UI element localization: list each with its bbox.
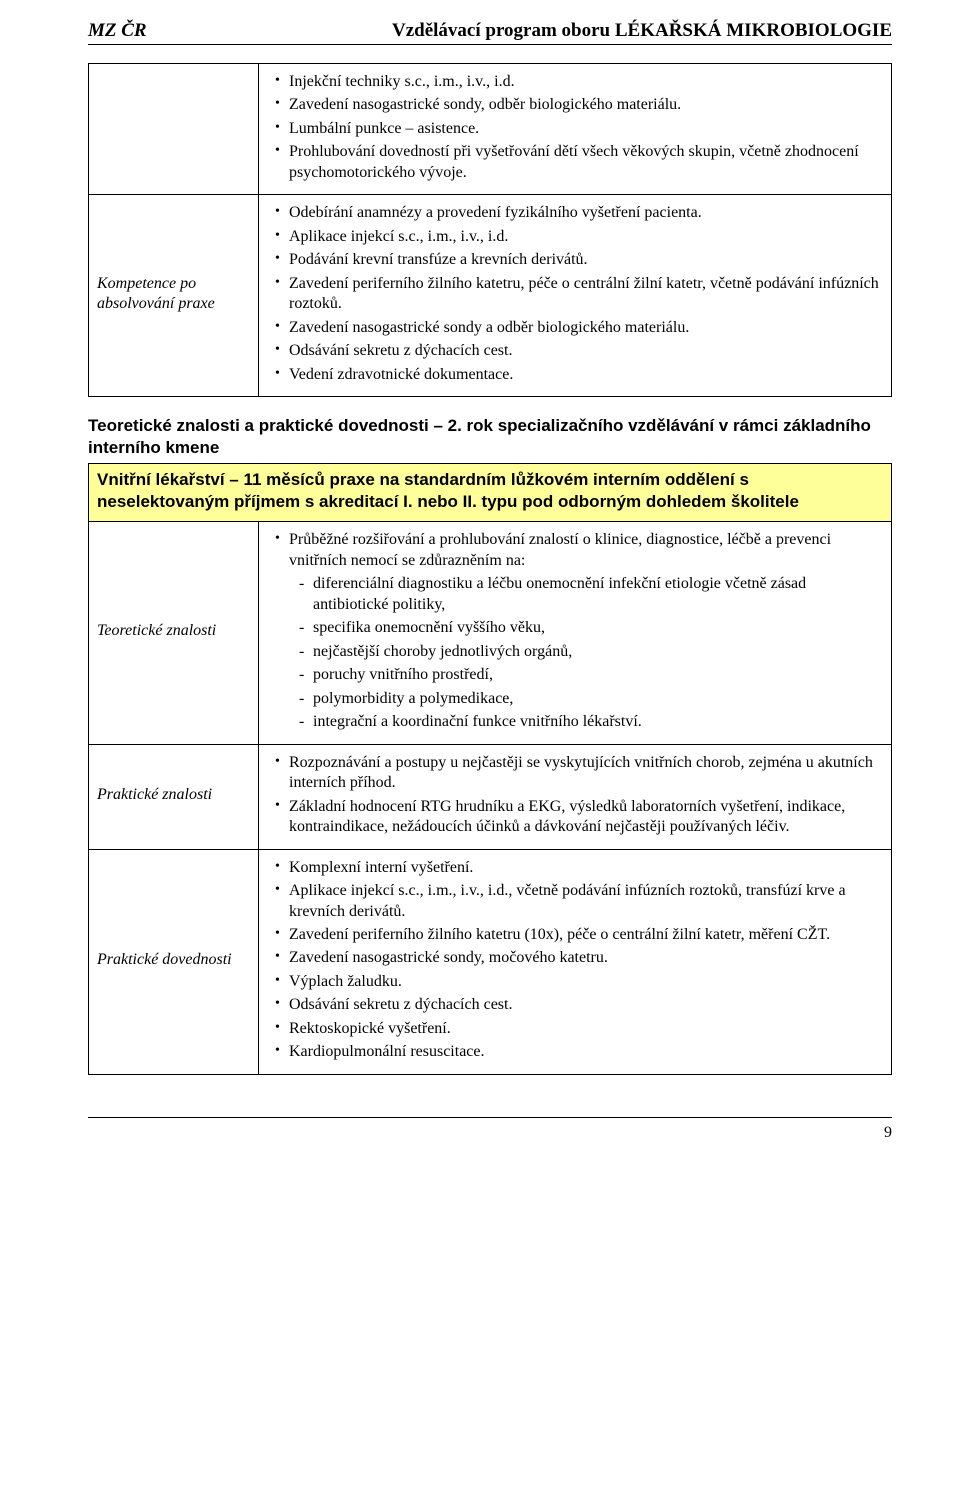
list-item: Rozpoznávání a postupy u nejčastěji se v… — [289, 753, 883, 794]
list-item: Základní hodnocení RTG hrudníku a EKG, v… — [289, 797, 883, 838]
list-item: Komplexní interní vyšetření. — [289, 858, 883, 878]
list-item: Průběžné rozšiřování a prohlubování znal… — [289, 530, 883, 571]
header-left: MZ ČR — [88, 20, 147, 42]
list-item: Lumbální punkce – asistence. — [289, 119, 883, 139]
list-item: Aplikace injekcí s.c., i.m., i.v., i.d.,… — [289, 881, 883, 922]
sub-list-item: specifika onemocnění vyššího věku, — [313, 618, 883, 638]
table-top: Injekční techniky s.c., i.m., i.v., i.d.… — [88, 63, 892, 397]
t1-row2-label: Kompetence po absolvování praxe — [89, 195, 259, 397]
list-item: Zavedení nasogastrické sondy, odběr biol… — [289, 95, 883, 115]
sub-list-item: poruchy vnitřního prostředí, — [313, 665, 883, 685]
list-item: Zavedení nasogastrické sondy a odběr bio… — [289, 318, 883, 338]
t1-row2-content: Odebírání anamnézy a provedení fyzikální… — [259, 195, 892, 397]
t2-row3-label: Praktické dovednosti — [89, 849, 259, 1074]
list-item: Vedení zdravotnické dokumentace. — [289, 365, 883, 385]
list-item: Výplach žaludku. — [289, 972, 883, 992]
t2-row2-content: Rozpoznávání a postupy u nejčastěji se v… — [259, 744, 892, 849]
t1-row1-content: Injekční techniky s.c., i.m., i.v., i.d.… — [259, 64, 892, 195]
page-footer: 9 — [88, 1117, 892, 1142]
list-item: Zavedení periferního žilního katetru, pé… — [289, 274, 883, 315]
sub-list-item: diferenciální diagnostiku a léčbu onemoc… — [313, 574, 883, 615]
list-item: Prohlubování dovedností při vyšetřování … — [289, 142, 883, 183]
header-right: Vzdělávací program oboru LÉKAŘSKÁ MIKROB… — [392, 20, 892, 42]
sub-list-item: integrační a koordinační funkce vnitřníh… — [313, 712, 883, 732]
t2-row2-label: Praktické znalosti — [89, 744, 259, 849]
list-item: Aplikace injekcí s.c., i.m., i.v., i.d. — [289, 227, 883, 247]
table-bottom: Vnitřní lékařství – 11 měsíců praxe na s… — [88, 463, 892, 1075]
sub-list-item: nejčastější choroby jednotlivých orgánů, — [313, 642, 883, 662]
list-item: Rektoskopické vyšetření. — [289, 1019, 883, 1039]
t2-row1-content: Průběžné rozšiřování a prohlubování znal… — [259, 522, 892, 744]
page-header: MZ ČR Vzdělávací program oboru LÉKAŘSKÁ … — [88, 20, 892, 45]
t2-row1-label: Teoretické znalosti — [89, 522, 259, 744]
list-item: Zavedení nasogastrické sondy, močového k… — [289, 948, 883, 968]
list-item: Odsávání sekretu z dýchacích cest. — [289, 341, 883, 361]
list-item: Kardiopulmonální resuscitace. — [289, 1042, 883, 1062]
t2-row3-content: Komplexní interní vyšetření. Aplikace in… — [259, 849, 892, 1074]
list-item: Zavedení periferního žilního katetru (10… — [289, 925, 883, 945]
list-item: Podávání krevní transfúze a krevních der… — [289, 250, 883, 270]
list-item: Odebírání anamnézy a provedení fyzikální… — [289, 203, 883, 223]
list-item: Odsávání sekretu z dýchacích cest. — [289, 995, 883, 1015]
section-heading: Teoretické znalosti a praktické dovednos… — [88, 415, 892, 459]
t1-row1-label — [89, 64, 259, 195]
list-item: Injekční techniky s.c., i.m., i.v., i.d. — [289, 72, 883, 92]
page-number: 9 — [884, 1124, 892, 1141]
sub-list-item: polymorbidity a polymedikace, — [313, 689, 883, 709]
yellow-heading: Vnitřní lékařství – 11 měsíců praxe na s… — [89, 464, 892, 522]
